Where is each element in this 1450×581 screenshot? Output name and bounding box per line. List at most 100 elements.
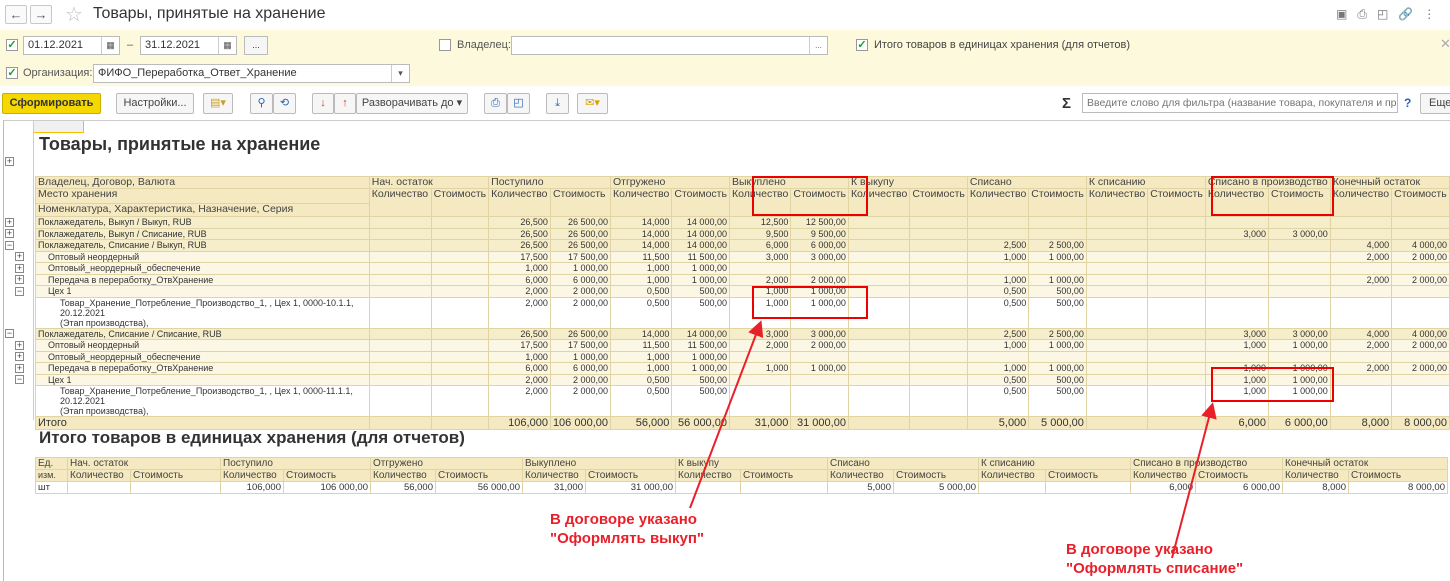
calendar-icon[interactable]: ▦ [218,37,236,54]
expand-row-icon[interactable]: + [15,362,24,373]
collapse-row-icon[interactable]: − [15,285,24,296]
table-row[interactable]: Передача в переработку_ОтвХранение 6,000 6… [35,273,1450,286]
table-row[interactable]: Поклажедатель, Выкуп / Списание, RUB 26,5… [35,227,1450,240]
table-row[interactable]: Товар_Хранение_Потребление_Производство_… [35,296,1450,329]
table-row[interactable]: Товар_Хранение_Потребление_Производство_… [35,385,1450,417]
expand-row-icon[interactable]: + [5,216,14,227]
cell [1267,296,1331,329]
header-cost: Стоимость [790,188,849,217]
search-cancel-icon[interactable]: ⟲ [273,93,296,114]
expand-row-icon[interactable]: + [15,262,24,273]
cell [1204,296,1269,329]
totals-units-checkbox[interactable]: ✓ [856,39,868,51]
table-row[interactable]: Поклажедатель, Выкуп / Выкуп, RUB 26,500 2… [35,216,1450,229]
owner-input[interactable]: ... [511,36,828,55]
table-row[interactable]: Оптовый_неордерный_обеспечение 1,000 1 000… [35,262,1450,275]
chevron-down-icon[interactable]: ▾ [391,65,409,82]
total-cell [368,416,432,430]
cell: 1 000,00 [790,296,849,329]
collapse-row-icon[interactable]: − [5,328,14,338]
date-from-input[interactable]: 01.12.2021 ▦ [23,36,120,55]
cell: 4 000,00 [1391,327,1450,340]
cell: 2 500,00 [1028,239,1087,252]
header-cost: Стоимость [130,469,221,482]
row-label: Оптовый_неордерный_обеспечение [48,351,201,362]
more-button[interactable]: Еще [1420,93,1450,114]
period-checkbox[interactable]: ✓ [6,39,18,51]
units-table: Ед. Нач. остаток Поступило Отгружено Выкупле… [35,457,1448,494]
favorite-star-icon[interactable]: ☆ [65,4,83,26]
cell: 0,500 [609,296,673,329]
email-button[interactable]: ✉▾ [577,93,608,114]
header-cost: Стоимость [671,188,730,217]
print-icon[interactable]: ⎙ [484,93,507,114]
cell [847,227,911,240]
forward-button[interactable]: → [30,5,52,24]
header-group: Выкуплено [728,176,849,189]
cell [966,227,1030,240]
header-qty: Количество [220,469,284,482]
cell: 2,000 [728,273,792,286]
table-row[interactable]: Оптовый неордерный 17,500 17 500,00 11,500 1… [35,250,1450,263]
row-label: Оптовый неордерный [48,340,140,350]
header-cost: Стоимость [1391,188,1450,217]
owner-checkbox[interactable]: ✓ [439,39,451,51]
search-icon[interactable]: ⚲ [250,93,273,114]
expand-row-icon[interactable]: + [15,251,24,261]
table-row[interactable]: Поклажедатель, Списание / Списание, RUB 2… [35,327,1450,340]
download-icon[interactable]: ⤓ [546,93,569,114]
header-cost: Стоимость [740,469,828,482]
cell [740,481,828,494]
period-select-button[interactable]: ... [244,36,268,55]
more-icon[interactable]: ⋮ [1423,7,1446,21]
organization-checkbox[interactable]: ✓ [6,67,18,79]
expand-icon[interactable]: ↑ [334,93,356,114]
cell: 14 000,00 [671,216,730,229]
cell: 2,500 [966,239,1030,252]
collapse-row-icon[interactable]: − [5,239,14,250]
cell [1391,385,1450,417]
selected-cell[interactable] [34,121,84,133]
close-icon[interactable]: ✕ [1440,36,1450,51]
cell: 56,000 [370,481,436,494]
print-icon[interactable]: ⎙ [1357,7,1377,21]
expand-to-dropdown[interactable]: Разворачивать до ▾ [356,93,468,114]
preview-icon[interactable]: ◰ [507,93,530,114]
cell: 500,00 [1028,296,1087,329]
expand-row-icon[interactable]: + [15,351,24,361]
table-row[interactable]: Цех 1 2,000 2 000,00 0,500 500,00 1,000 1 000,… [35,285,1450,298]
select-button[interactable]: ... [809,37,827,54]
collapse-icon[interactable]: ↓ [312,93,334,114]
help-button[interactable]: ? [1404,96,1412,110]
row-label: Оптовый_неордерный_обеспечение [48,263,201,273]
table-row[interactable]: Поклажедатель, Списание / Выкуп, RUB 26,5… [35,239,1450,252]
cell: 1,000 [609,362,673,375]
settings-button[interactable]: Настройки... [116,93,194,114]
header-cost: Стоимость [1045,469,1131,482]
date-to-input[interactable]: 31.12.2021 ▦ [140,36,237,55]
total-cell: 31,000 [728,416,792,430]
total-cell [1085,416,1149,430]
cell: 0,500 [966,285,1030,298]
cell: 14,000 [609,216,673,229]
header-owner: Владелец, Договор, Валюта [35,176,370,189]
sum-icon[interactable]: Σ [1062,95,1072,112]
organization-input[interactable]: ФИФО_Переработка_Ответ_Хранение ▾ [93,64,410,83]
calendar-icon[interactable]: ▦ [101,37,119,54]
expand-row-icon[interactable]: + [15,339,24,350]
collapse-row-icon[interactable]: − [15,374,24,384]
owner-label: Владелец: [457,39,511,51]
expand-row-icon[interactable]: + [5,228,14,238]
back-button[interactable]: ← [5,5,27,24]
expand-row-icon[interactable]: + [15,274,24,284]
generate-button[interactable]: Сформировать [2,93,101,114]
header-cost: Стоимость [893,469,979,482]
filter-search-input[interactable] [1082,93,1398,113]
link-icon[interactable]: 🔗 [1398,7,1424,21]
expand-all-icon[interactable]: + [5,156,14,166]
header-qty: Количество [488,188,551,217]
preview-icon[interactable]: ◰ [1376,7,1399,21]
variants-button[interactable]: ▤▾ [203,93,233,114]
save-icon[interactable]: ▣ [1336,7,1358,21]
